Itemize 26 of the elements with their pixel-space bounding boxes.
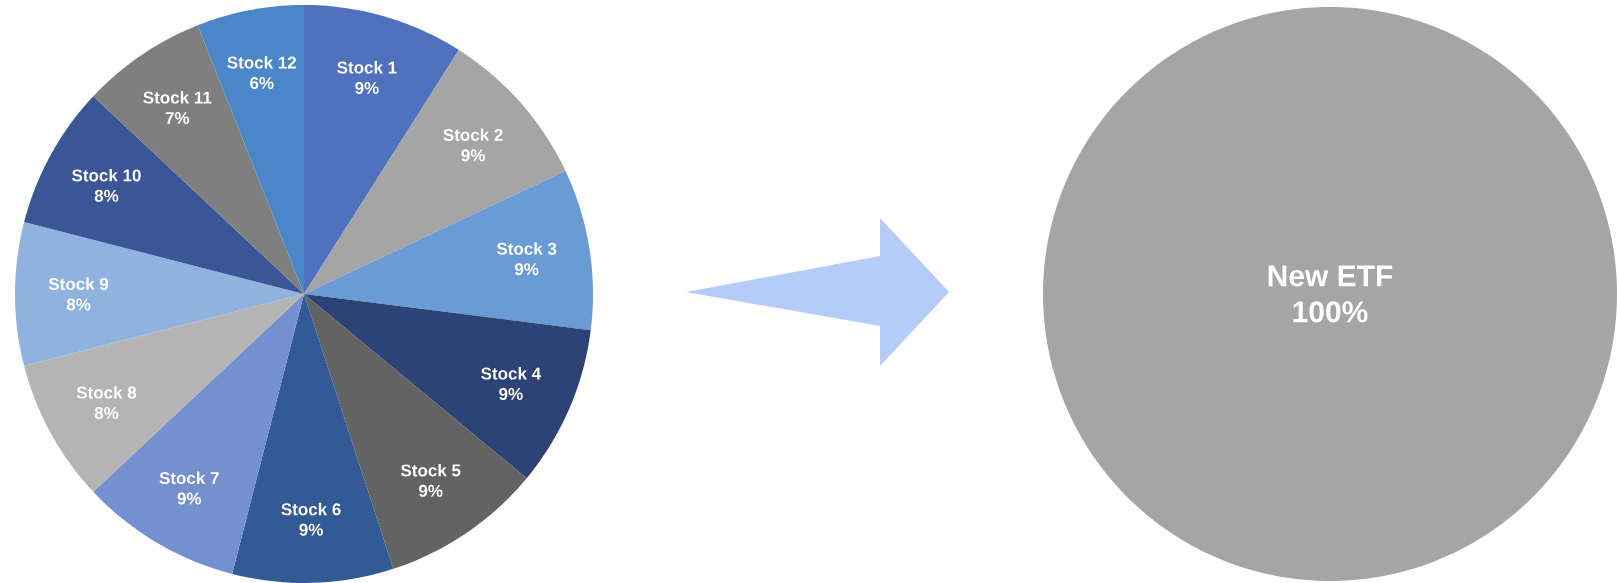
data-label: 9% [419, 484, 443, 497]
slice-label: Stock 9 [48, 277, 109, 291]
data-label: 9% [499, 387, 523, 400]
data-label: 8% [94, 407, 119, 420]
slice-label: New ETF [1268, 265, 1393, 287]
slice-label: Stock 5 [400, 463, 461, 477]
slice-label: Stock 2 [443, 128, 503, 141]
data-label: 8% [66, 298, 91, 311]
data-label: 8% [94, 189, 119, 202]
slice-label: Stock 7 [159, 471, 219, 485]
data-label: 100% [1293, 301, 1368, 323]
slice-label: Stock 11 [143, 91, 212, 104]
data-label: 9% [299, 523, 323, 536]
data-label: 9% [355, 81, 379, 94]
data-label: 9% [177, 492, 202, 505]
slice-label: Stock 4 [481, 367, 542, 380]
slice-label: Stock 10 [72, 168, 141, 182]
data-label: 6% [250, 76, 274, 89]
slice-label: Stock 8 [76, 386, 137, 399]
slice-label: Stock 3 [496, 242, 557, 255]
slice-label: Stock 6 [281, 502, 341, 516]
data-label: 9% [514, 263, 539, 276]
slice-label: Stock 1 [337, 61, 397, 74]
slice-label: Stock 12 [227, 56, 297, 69]
data-label: 7% [165, 112, 190, 124]
data-label: 9% [461, 149, 485, 162]
